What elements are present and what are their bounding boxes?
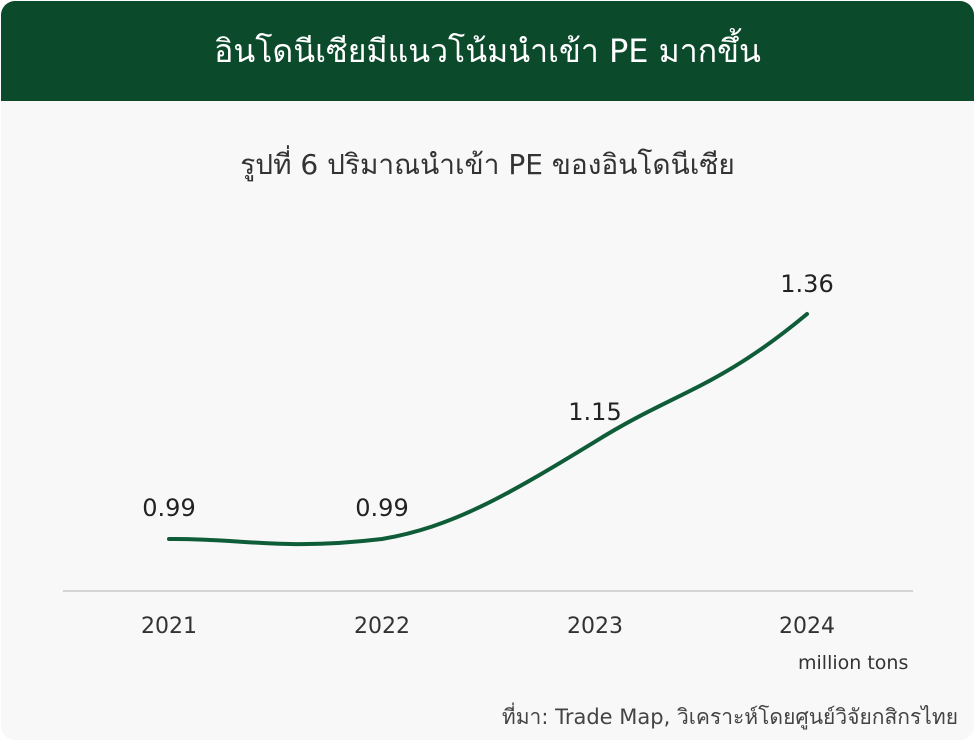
source-note: ที่มา: Trade Map, วิเคราะห์โดยศูนย์วิจัย…	[501, 705, 958, 729]
data-label-2024: 1.36	[780, 270, 833, 298]
x-tick-label-2021: 2021	[141, 614, 197, 639]
chart-subtitle: รูปที่ 6 ปริมาณนำเข้า PE ของอินโดนีเซีย	[240, 148, 735, 181]
x-tick-label-2023: 2023	[567, 614, 623, 639]
data-label-2021: 0.99	[142, 494, 195, 522]
unit-label: million tons	[798, 652, 909, 674]
x-tick-label-2024: 2024	[779, 614, 835, 639]
series-line-pe-import	[167, 312, 809, 547]
x-tick-label-2022: 2022	[354, 614, 410, 639]
header-title: อินโดนีเซียมีแนวโน้มนำเข้า PE มากขึ้น	[214, 31, 761, 70]
data-label-2023: 1.15	[568, 398, 621, 426]
header-banner: อินโดนีเซียมีแนวโน้มนำเข้า PE มากขึ้น	[1, 1, 974, 101]
data-label-2022: 0.99	[355, 494, 408, 522]
